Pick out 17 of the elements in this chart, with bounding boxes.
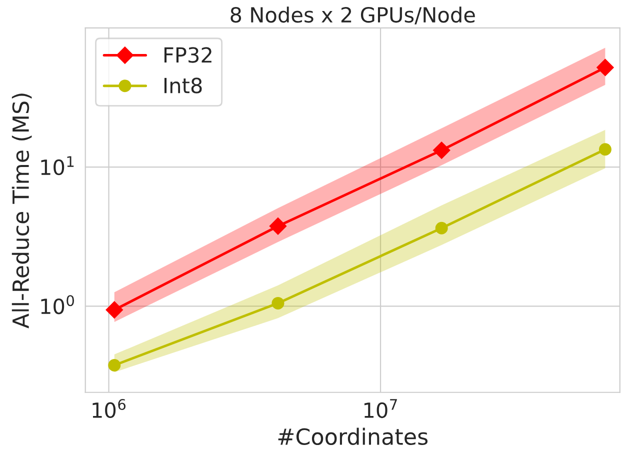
x-tick-label: 10$^{7}$ xyxy=(364,399,397,418)
chart-title: 8 Nodes x 2 GPUs/Node xyxy=(230,6,475,24)
point xyxy=(106,301,123,318)
y-tick-label: 10$^{0}$ xyxy=(41,295,74,314)
point xyxy=(598,143,612,156)
point xyxy=(435,222,448,234)
y-tick-label: 10$^{1}$ xyxy=(41,156,74,176)
x-axis-title: #Coordinates xyxy=(278,428,428,446)
point xyxy=(272,296,284,310)
point xyxy=(269,218,287,235)
y-axis-title: All-Reduce Time (MS) xyxy=(12,94,32,328)
legend-label: Int8 xyxy=(164,78,202,94)
point xyxy=(596,58,614,76)
point xyxy=(433,142,450,159)
legend-label: FP32 xyxy=(164,47,212,63)
point xyxy=(108,359,121,372)
x-tick-label: 10$^{6}$ xyxy=(92,398,126,418)
